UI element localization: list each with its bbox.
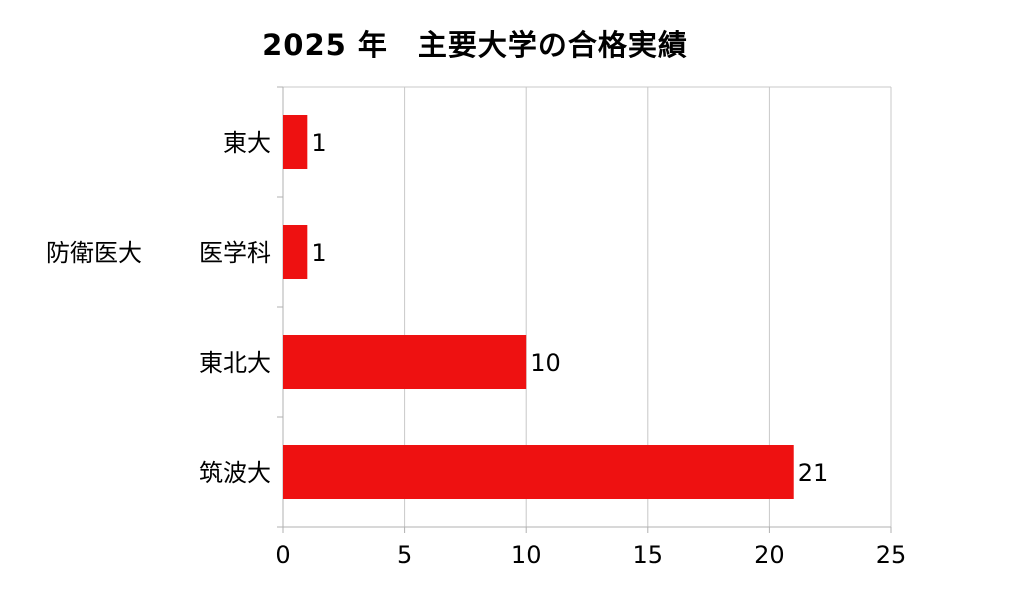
data-label: 1 <box>311 129 326 157</box>
x-tick-label: 0 <box>275 541 290 569</box>
bar <box>283 225 308 279</box>
bar <box>283 115 308 169</box>
grid-lines <box>283 86 892 527</box>
bars <box>283 115 794 499</box>
x-tick-label: 10 <box>511 541 542 569</box>
category-label: 東北大 <box>199 349 271 377</box>
category-label: 筑波大 <box>199 459 271 487</box>
data-label: 1 <box>311 239 326 267</box>
x-tick-label: 25 <box>876 541 907 569</box>
bar <box>283 445 794 499</box>
x-tick-label: 15 <box>633 541 664 569</box>
x-tick-label: 20 <box>754 541 785 569</box>
category-group-label: 防衛医大 <box>46 239 142 267</box>
bar <box>283 335 527 389</box>
data-label: 10 <box>530 349 561 377</box>
chart-title: 2025 年 主要大学の合格実績 <box>262 28 688 62</box>
data-label: 21 <box>798 459 829 487</box>
category-label: 医学科 <box>199 239 271 267</box>
category-label: 東大 <box>223 129 271 157</box>
x-tick-label: 5 <box>397 541 412 569</box>
